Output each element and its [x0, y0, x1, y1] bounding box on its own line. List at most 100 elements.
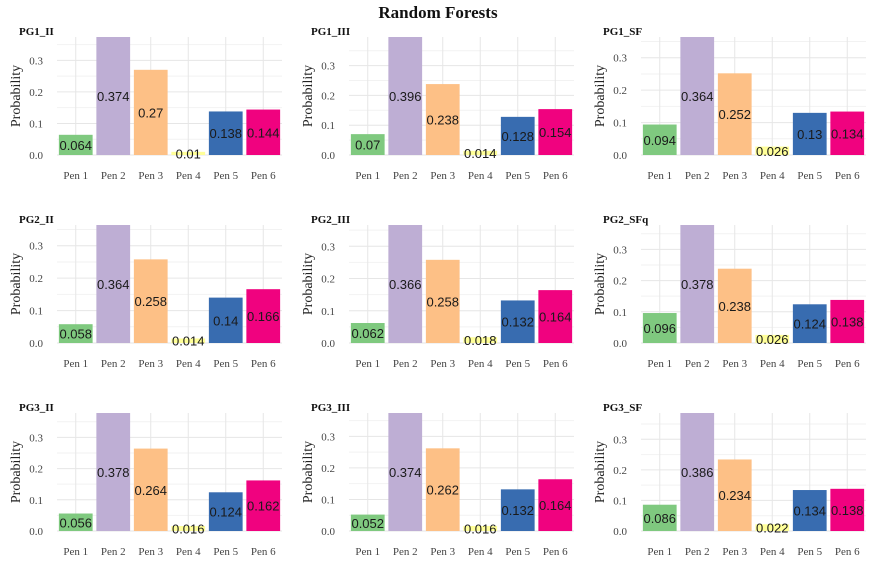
- data-label: 0.13: [797, 127, 822, 142]
- bar-pen-4: [755, 334, 790, 343]
- y-tick-label: 0.1: [613, 495, 627, 507]
- bar-pen-6: [246, 109, 281, 155]
- data-label: 0.238: [426, 113, 459, 128]
- data-label: 0.27: [138, 105, 163, 120]
- x-tick-label: Pen 4: [176, 546, 201, 558]
- x-tick-label: Pen 2: [393, 546, 418, 558]
- data-label: 0.014: [464, 146, 497, 161]
- x-tick-label: Pen 6: [835, 358, 860, 370]
- x-tick-label: Pen 1: [647, 170, 672, 182]
- bar-pen-2: [388, 37, 423, 155]
- x-tick-label: Pen 4: [760, 170, 785, 182]
- y-tick-label: 0.1: [29, 306, 43, 318]
- y-tick-label: 0.2: [29, 273, 43, 285]
- figure-title: Random Forests: [378, 3, 498, 22]
- data-label: 0.164: [539, 310, 572, 325]
- data-label: 0.364: [681, 89, 714, 104]
- x-tick-label: Pen 5: [213, 170, 238, 182]
- y-tick-label: 0.1: [29, 495, 43, 507]
- x-tick-label: Pen 6: [835, 546, 860, 558]
- data-label: 0.026: [756, 144, 789, 159]
- x-tick-label: Pen 5: [213, 546, 238, 558]
- x-tick-label: Pen 5: [797, 170, 822, 182]
- x-tick-label: Pen 2: [101, 170, 126, 182]
- bar-pen-6: [538, 290, 573, 343]
- data-label: 0.378: [681, 277, 714, 292]
- data-label: 0.138: [831, 314, 864, 329]
- data-label: 0.252: [718, 107, 751, 122]
- x-tick-label: Pen 2: [685, 358, 710, 370]
- data-label: 0.062: [351, 326, 384, 341]
- bar-pen-6: [246, 480, 281, 531]
- data-label: 0.262: [426, 483, 459, 498]
- y-axis-label: Probability: [301, 65, 316, 127]
- x-tick-label: Pen 5: [505, 546, 530, 558]
- data-label: 0.064: [59, 138, 92, 153]
- data-label: 0.124: [793, 317, 826, 332]
- bar-pen-6: [830, 111, 865, 155]
- bar-pen-1: [350, 323, 385, 343]
- y-tick-label: 0.2: [321, 274, 335, 286]
- x-tick-label: Pen 3: [138, 170, 163, 182]
- y-axis-label: Probability: [9, 253, 24, 315]
- data-label: 0.166: [247, 309, 280, 324]
- bar-pen-1: [642, 313, 677, 343]
- bar-pen-4: [171, 526, 206, 531]
- data-label: 0.018: [464, 333, 497, 348]
- y-tick-label: 0.2: [29, 464, 43, 476]
- y-tick-label: 0.1: [321, 120, 335, 132]
- x-tick-label: Pen 2: [393, 358, 418, 370]
- bar-pen-6: [538, 479, 573, 531]
- bar-pen-4: [755, 146, 790, 155]
- y-tick-label: 0.3: [29, 241, 43, 253]
- y-tick-label: 0.0: [29, 526, 43, 538]
- panel-pg2-ii: 0.0 0.1 0.2 0.3 0.058 Pen 1 0.364 Pen 2 0.258 Pen…: [9, 214, 282, 370]
- data-label: 0.086: [643, 511, 676, 526]
- bar-pen-3: [425, 259, 460, 343]
- x-tick-label: Pen 1: [647, 546, 672, 558]
- x-tick-label: Pen 5: [797, 546, 822, 558]
- bar-pen-3: [133, 69, 168, 155]
- y-tick-label: 0.1: [321, 494, 335, 506]
- data-label: 0.144: [247, 125, 280, 140]
- data-label: 0.258: [134, 294, 167, 309]
- x-tick-label: Pen 5: [797, 358, 822, 370]
- data-label: 0.014: [172, 334, 205, 349]
- data-label: 0.132: [501, 503, 534, 518]
- y-axis-label: Probability: [301, 441, 316, 503]
- x-tick-label: Pen 6: [251, 358, 276, 370]
- data-label: 0.026: [756, 332, 789, 347]
- bar-pen-2: [96, 413, 131, 531]
- x-tick-label: Pen 3: [430, 546, 455, 558]
- data-label: 0.264: [134, 483, 167, 498]
- x-tick-label: Pen 3: [722, 170, 747, 182]
- data-label: 0.016: [464, 521, 497, 536]
- x-tick-label: Pen 2: [685, 546, 710, 558]
- data-label: 0.238: [718, 299, 751, 314]
- data-label: 0.396: [389, 89, 422, 104]
- data-label: 0.056: [59, 515, 92, 530]
- y-tick-label: 0.0: [321, 526, 335, 538]
- y-tick-label: 0.2: [321, 90, 335, 102]
- data-label: 0.094: [643, 133, 676, 148]
- x-tick-label: Pen 2: [101, 358, 126, 370]
- x-tick-label: Pen 1: [355, 358, 380, 370]
- bar-pen-2: [96, 37, 131, 155]
- y-tick-label: 0.3: [613, 244, 627, 256]
- bar-pen-4: [171, 151, 206, 155]
- y-axis-label: Probability: [9, 65, 24, 127]
- x-tick-label: Pen 4: [468, 546, 493, 558]
- data-label: 0.154: [539, 125, 572, 140]
- y-tick-label: 0.2: [613, 276, 627, 288]
- bar-pen-5: [792, 112, 827, 155]
- bar-pen-2: [680, 225, 715, 343]
- bar-pen-5: [500, 489, 535, 531]
- data-label: 0.01: [176, 146, 201, 161]
- bar-pen-3: [717, 459, 752, 531]
- panel-pg3-sf: 0.0 0.1 0.2 0.3 0.086 Pen 1 0.386 Pen 2 0.234 Pen…: [593, 402, 866, 558]
- x-tick-label: Pen 1: [647, 358, 672, 370]
- bar-pen-3: [133, 448, 168, 531]
- y-axis-label: Probability: [593, 253, 608, 315]
- x-tick-label: Pen 6: [835, 170, 860, 182]
- x-tick-label: Pen 6: [251, 546, 276, 558]
